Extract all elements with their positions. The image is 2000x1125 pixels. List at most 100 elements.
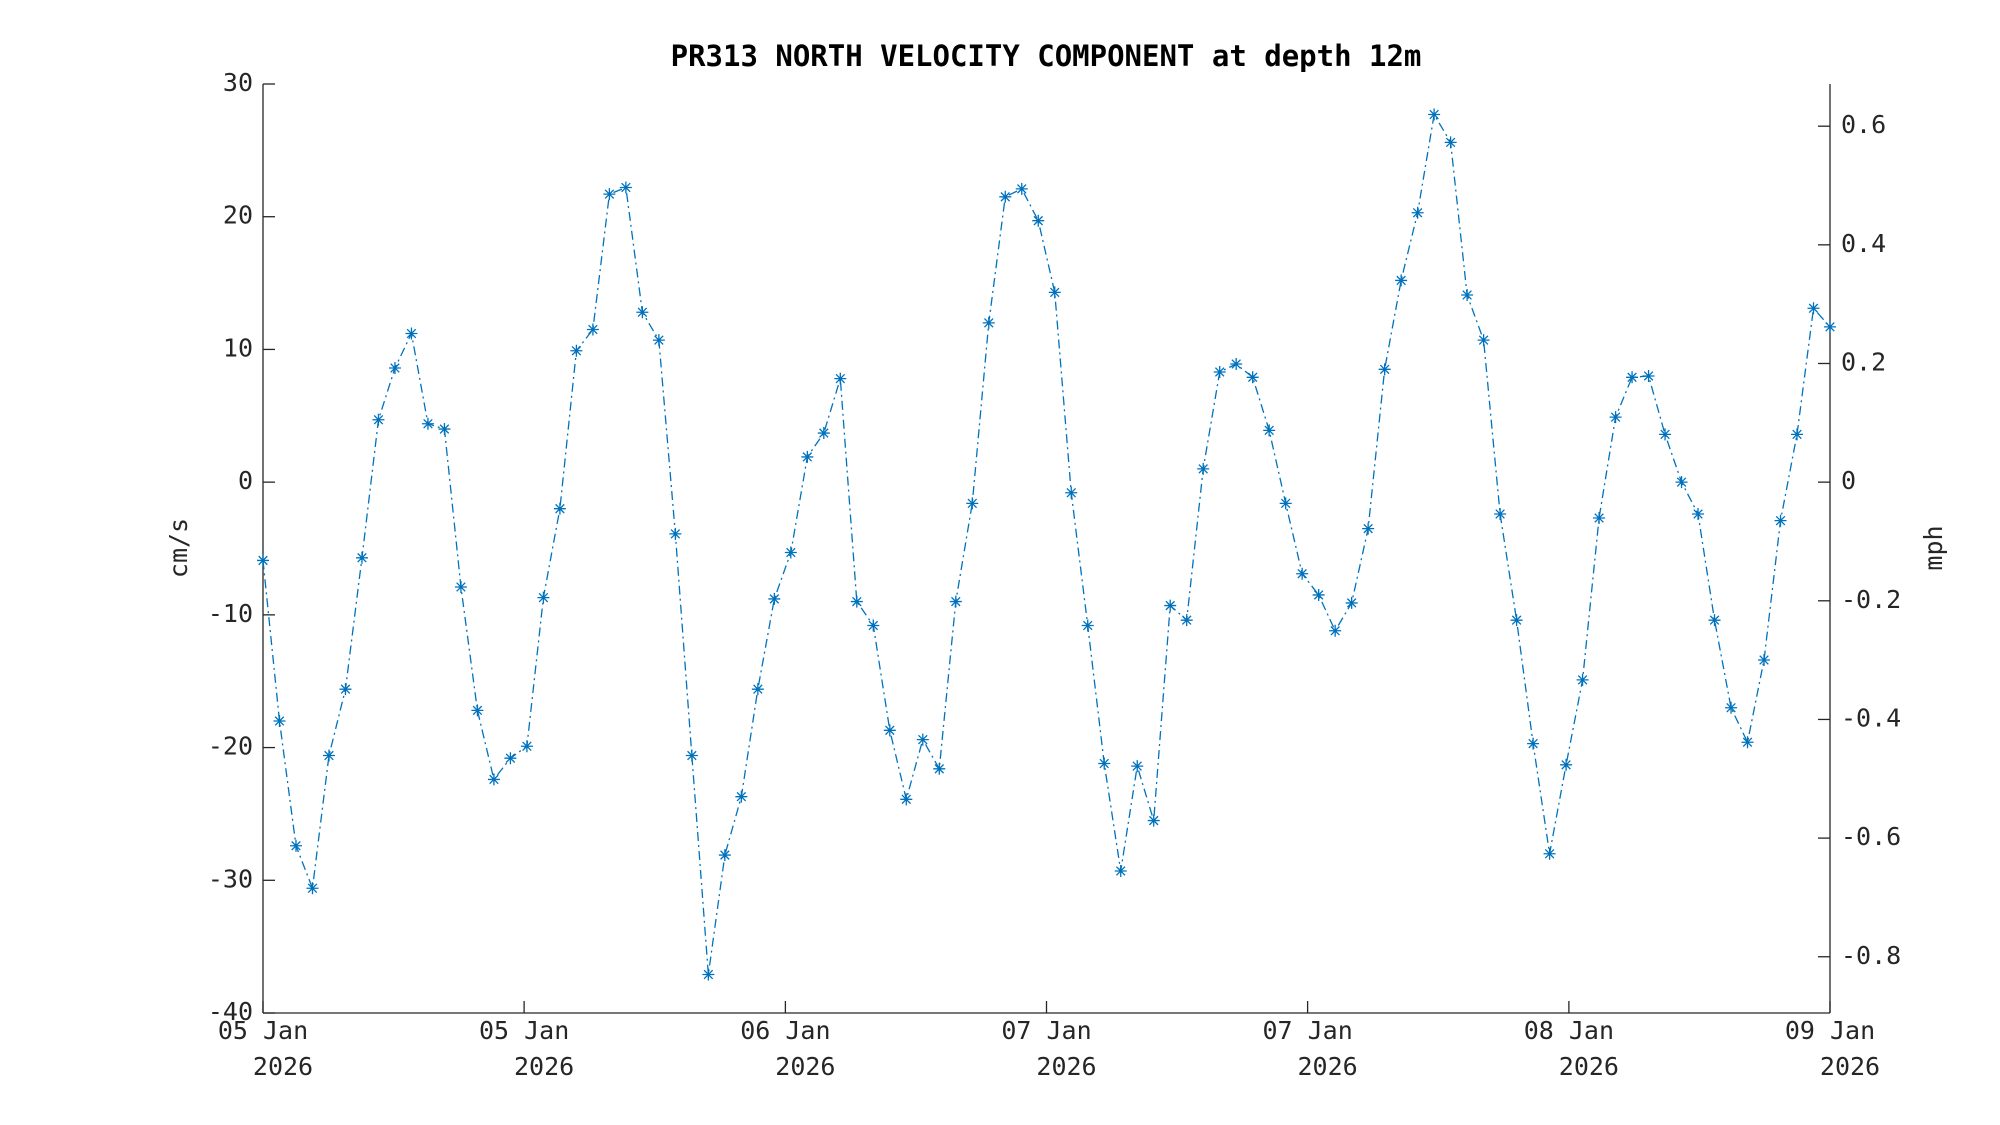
data-point [1296, 567, 1309, 580]
data-point [817, 427, 830, 440]
data-point [586, 323, 599, 336]
data-point [702, 968, 715, 981]
data-point [1147, 814, 1160, 827]
data-point [306, 882, 319, 895]
data-point [1230, 358, 1243, 371]
y-tick-label: -20 [208, 732, 253, 761]
data-point [372, 413, 385, 426]
data-point [1807, 302, 1820, 315]
data-point [504, 752, 517, 765]
data-point [1362, 522, 1375, 535]
data-point [1329, 624, 1342, 637]
data-point [867, 619, 880, 632]
data-point [949, 595, 962, 608]
data-point [1477, 334, 1490, 347]
chart-title: PR313 NORTH VELOCITY COMPONENT at depth … [671, 39, 1422, 73]
y2-tick-label: -0.8 [1841, 941, 1901, 970]
data-point [421, 417, 434, 430]
data-point [1609, 411, 1622, 424]
data-point [883, 724, 896, 737]
data-point [471, 704, 484, 717]
data-point [257, 554, 269, 567]
data-point [1098, 757, 1111, 770]
data-point [1065, 486, 1078, 499]
data-point [1246, 371, 1259, 384]
data-point [1378, 363, 1391, 376]
data-point [1015, 182, 1028, 195]
x-tick-label: 05 Jan 2026 [218, 1016, 313, 1081]
data-point [1642, 369, 1655, 382]
data-point [1659, 428, 1672, 441]
y-tick-label: -30 [208, 864, 253, 893]
data-point [1164, 599, 1177, 612]
y2-tick-label: -0.2 [1841, 585, 1901, 614]
data-point [1824, 320, 1836, 333]
data-point [1444, 136, 1457, 149]
data-point [636, 306, 649, 319]
y-tick-label: -40 [208, 997, 253, 1026]
data-point [1048, 286, 1061, 299]
y2-tick-label: -0.6 [1841, 822, 1901, 851]
data-point [1279, 497, 1292, 510]
data-point [1395, 274, 1408, 287]
data-point [982, 316, 995, 329]
y2-tick-label: -0.4 [1841, 703, 1901, 732]
data-point [1791, 428, 1804, 441]
data-point [916, 733, 929, 746]
y-tick-label: 20 [223, 201, 253, 230]
x-tick-label: 07 Jan 2026 [1001, 1016, 1096, 1081]
y-axis-label: cm/s [164, 518, 193, 578]
data-point [1180, 614, 1193, 627]
data-point [1543, 847, 1556, 860]
y-tick-label: 0 [238, 466, 253, 495]
data-point [652, 334, 665, 347]
x-tick-label: 06 Jan 2026 [740, 1016, 835, 1081]
y2-tick-label: 0.2 [1841, 347, 1886, 376]
data-point [1527, 737, 1540, 750]
data-point [1576, 673, 1589, 686]
y-tick-label: -10 [208, 599, 253, 628]
data-point [1725, 701, 1738, 714]
data-point [1708, 614, 1721, 627]
data-point [1312, 588, 1325, 601]
data-point [619, 181, 632, 194]
y-tick-label: 30 [223, 68, 253, 97]
data-point [1428, 108, 1441, 121]
y2-axis-label: mph [1919, 525, 1948, 570]
data-point [1626, 371, 1639, 384]
data-point [355, 551, 368, 564]
data-point [1692, 507, 1705, 520]
y2-tick-label: 0 [1841, 466, 1856, 495]
y-tick-label: 10 [223, 333, 253, 362]
data-point [553, 502, 566, 515]
data-point [1213, 365, 1226, 378]
x-tick-label: 07 Jan 2026 [1262, 1016, 1357, 1081]
x-tick-label: 08 Jan 2026 [1524, 1016, 1619, 1081]
data-point [685, 749, 698, 762]
data-point [1675, 476, 1688, 489]
data-point [735, 790, 748, 803]
data-point [1494, 507, 1507, 520]
data-point [1593, 511, 1606, 524]
data-point [801, 450, 814, 463]
data-point [1510, 614, 1523, 627]
data-point [454, 580, 467, 593]
data-point [1131, 760, 1144, 773]
x-tick-label: 05 Jan 2026 [479, 1016, 574, 1081]
data-point [339, 683, 352, 696]
data-point [1758, 653, 1771, 666]
data-point [1345, 596, 1358, 609]
data-point [322, 749, 335, 762]
data-point [1197, 462, 1210, 475]
data-point [999, 190, 1012, 203]
x-tick-label: 09 Jan 2026 [1785, 1016, 1880, 1081]
data-point [1774, 514, 1787, 527]
data-point [289, 839, 302, 852]
data-point [487, 773, 500, 786]
data-point [1411, 206, 1424, 219]
data-point [834, 372, 847, 385]
data-point [537, 591, 550, 604]
data-point [405, 327, 418, 340]
